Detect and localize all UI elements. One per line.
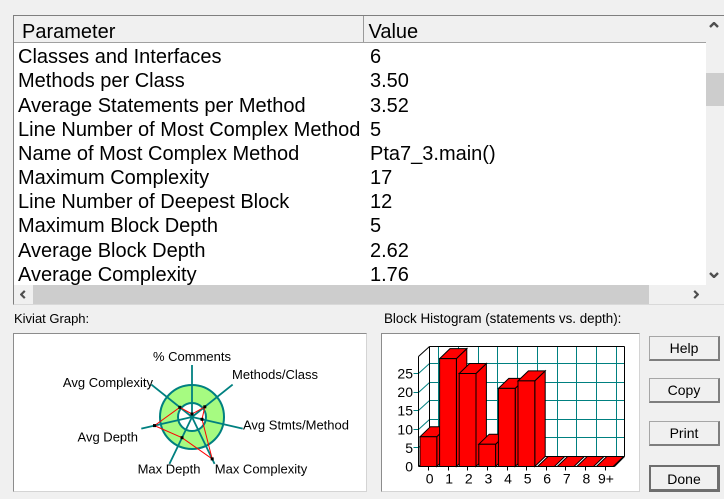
svg-text:Max Depth: Max Depth <box>138 462 201 477</box>
svg-text:% Comments: % Comments <box>153 349 232 364</box>
svg-text:7: 7 <box>563 471 571 487</box>
svg-text:2: 2 <box>465 471 473 487</box>
svg-text:Avg Stmts/Method: Avg Stmts/Method <box>243 418 349 433</box>
svg-text:0: 0 <box>426 471 434 487</box>
svg-text:Methods/Class: Methods/Class <box>232 367 318 382</box>
svg-text:Avg Depth: Avg Depth <box>78 430 138 445</box>
svg-text:3: 3 <box>485 471 493 487</box>
svg-text:Avg Complexity: Avg Complexity <box>63 375 154 390</box>
svg-text:5: 5 <box>524 471 532 487</box>
svg-text:10: 10 <box>397 421 413 437</box>
svg-text:9+: 9+ <box>598 471 614 487</box>
svg-text:4: 4 <box>504 471 512 487</box>
svg-text:5: 5 <box>405 440 413 456</box>
svg-text:25: 25 <box>397 366 413 382</box>
svg-text:15: 15 <box>397 403 413 419</box>
svg-text:1: 1 <box>445 471 453 487</box>
svg-text:20: 20 <box>397 384 413 400</box>
svg-text:8: 8 <box>583 471 591 487</box>
svg-text:Max Complexity: Max Complexity <box>215 462 308 477</box>
svg-text:0: 0 <box>405 459 413 475</box>
svg-text:6: 6 <box>543 471 551 487</box>
